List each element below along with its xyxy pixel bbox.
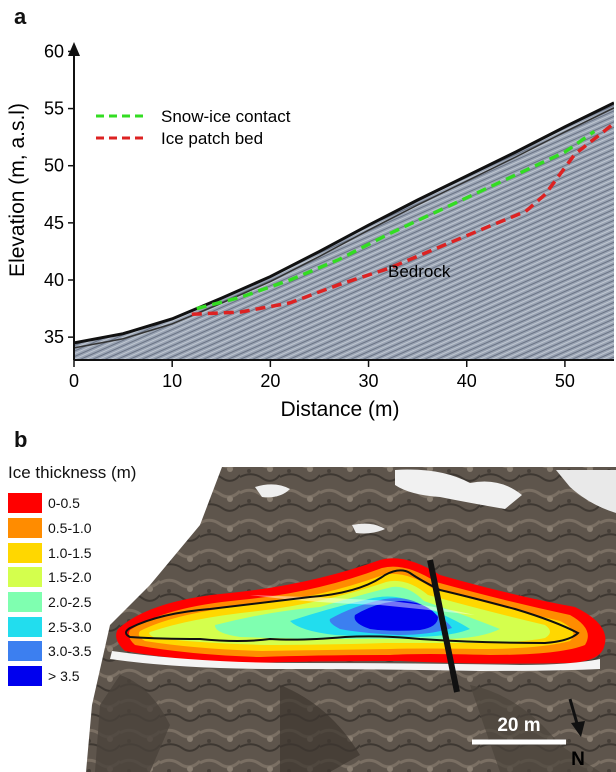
legend-swatch xyxy=(8,518,42,539)
y-ticks: 35 40 45 50 55 60 xyxy=(44,41,74,347)
ground-surface-reflection-echo xyxy=(74,107,614,349)
y-tick-label: 60 xyxy=(44,41,64,61)
legend-swatch xyxy=(8,493,42,514)
y-tick-label: 40 xyxy=(44,270,64,290)
panel-b: b xyxy=(0,425,616,772)
rock-shadow xyxy=(470,685,600,772)
legend-item-label: 3.0-3.5 xyxy=(48,643,92,660)
legend-swatch xyxy=(8,592,42,613)
legend: Snow-ice contact Ice patch bed xyxy=(96,107,291,148)
panel-a-letter: a xyxy=(14,4,27,29)
ice-thickness-raster xyxy=(110,558,606,671)
snow-patch xyxy=(352,523,385,534)
legend-item-label: 1.0-1.5 xyxy=(48,544,92,561)
x-ticks: 0 10 20 30 40 50 xyxy=(69,360,575,391)
legend-item: 0-0.5 xyxy=(8,491,208,516)
snow-edge xyxy=(110,651,600,671)
x-tick-label: 10 xyxy=(162,371,182,391)
panel-b-letter: b xyxy=(14,427,28,452)
gpr-transect-line xyxy=(427,559,460,693)
y-axis-label: Elevation (m, a.s.l) xyxy=(6,103,29,277)
legend-item-label: 1.5-2.0 xyxy=(48,569,92,586)
legend-item-label: 2.0-2.5 xyxy=(48,594,92,611)
legend-swatch xyxy=(8,616,42,637)
legend-item: 1.0-1.5 xyxy=(8,540,208,565)
x-axis-label: Distance (m) xyxy=(280,398,399,421)
legend-item: 1.5-2.0 xyxy=(8,565,208,590)
legend-item-label: 0-0.5 xyxy=(48,495,80,512)
interface-lines xyxy=(191,122,616,317)
y-tick-label: 35 xyxy=(44,327,64,347)
x-tick-label: 50 xyxy=(555,371,575,391)
legend-item-label: 0.5-1.0 xyxy=(48,520,92,537)
radargram-image xyxy=(74,102,614,360)
legend-swatch xyxy=(8,641,42,662)
legend-swatch xyxy=(8,666,42,687)
legend-item: > 3.5 xyxy=(8,664,208,689)
y-tick-label: 45 xyxy=(44,213,64,233)
snow-ice-contact-line xyxy=(196,129,596,311)
scale-bar-label: 20 m xyxy=(497,715,540,736)
y-axis-arrow-icon xyxy=(68,42,80,56)
ice-patch-bed-line xyxy=(191,122,616,317)
snow-patch xyxy=(395,469,522,509)
gpr-profile-chart: 0 10 20 30 40 50 35 40 45 50 55 60 Distance (m) El… xyxy=(6,41,616,421)
y-tick-label: 50 xyxy=(44,156,64,176)
panel-a: a 0 10 20 30 40 50 35 40 45 50 55 60 Distance (m) … xyxy=(6,4,616,421)
ice-thickness-map: N 20 m xyxy=(86,467,616,772)
legend-title: Ice thickness (m) xyxy=(8,463,137,482)
x-tick-label: 30 xyxy=(359,371,379,391)
legend-label-ice-bed: Ice patch bed xyxy=(161,129,263,148)
north-label: N xyxy=(571,749,585,770)
x-tick-label: 0 xyxy=(69,371,79,391)
north-arrow-icon xyxy=(568,698,585,737)
legend-item-label: 2.5-3.0 xyxy=(48,618,92,635)
ice-patch-outline xyxy=(125,569,580,645)
y-tick-label: 55 xyxy=(44,99,64,119)
legend-item: 3.0-3.5 xyxy=(8,639,208,664)
snow-patch xyxy=(255,484,290,498)
ground-surface-reflection xyxy=(74,101,614,345)
legend-label-snow-ice: Snow-ice contact xyxy=(161,107,291,126)
legend-item-label: > 3.5 xyxy=(48,668,80,685)
rock-shadow xyxy=(95,675,170,772)
legend-item: 0.5-1.0 xyxy=(8,516,208,541)
x-tick-label: 20 xyxy=(260,371,280,391)
legend-swatch xyxy=(8,542,42,563)
ice-thickness-legend: Ice thickness (m) 0-0.5 0.5-1.0 1.0-1.5 … xyxy=(8,463,208,689)
legend-item: 2.0-2.5 xyxy=(8,590,208,615)
legend-item: 2.5-3.0 xyxy=(8,614,208,639)
legend-swatch xyxy=(8,567,42,588)
x-tick-label: 40 xyxy=(457,371,477,391)
snow-patch xyxy=(556,470,616,513)
rock-shadow xyxy=(280,685,360,772)
bedrock-annotation: Bedrock xyxy=(388,262,451,281)
